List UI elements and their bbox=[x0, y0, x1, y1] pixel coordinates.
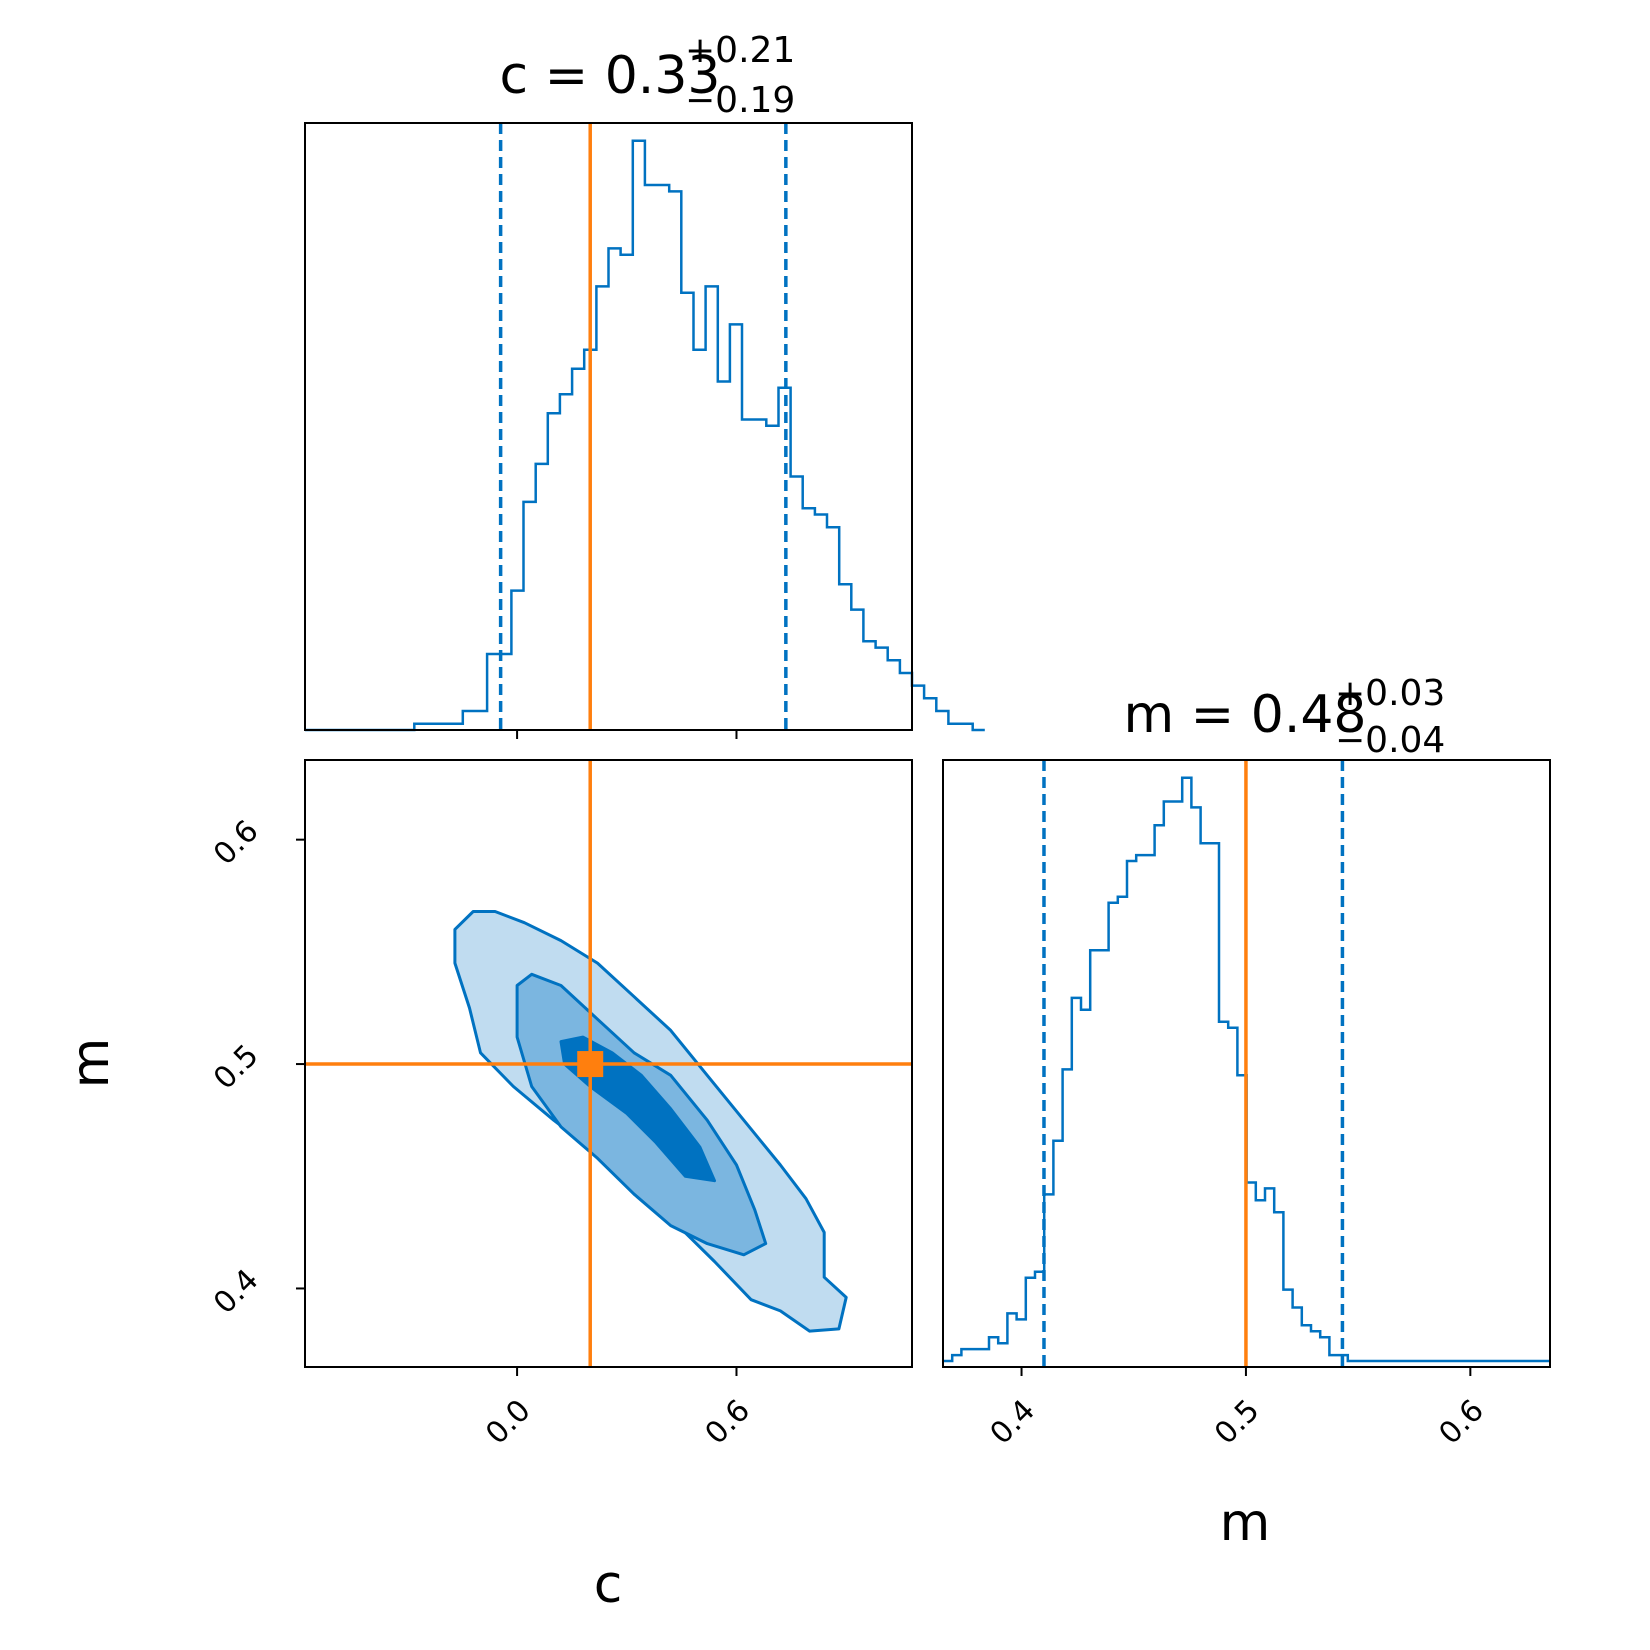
c-m-contour-panel: 0.0 0.6 0.4 0.5 0.6 c m bbox=[61, 759, 913, 1615]
c-axis-label: c bbox=[594, 1555, 623, 1615]
m-histogram-panel: 0.4 0.5 0.6 m = 0.48 +0.03 −0.04 m bbox=[942, 673, 1551, 1553]
c-histogram-panel: c = 0.33 +0.21 −0.19 bbox=[304, 30, 985, 739]
c-m-contour-marks bbox=[305, 760, 912, 1367]
c-histogram-title-plus: +0.21 bbox=[685, 30, 795, 71]
y-tick-label: 0.6 bbox=[207, 814, 265, 872]
c-histogram-marks bbox=[305, 123, 985, 739]
x-tick-label: 0.6 bbox=[1432, 1393, 1490, 1451]
m-histogram-ticks: 0.4 0.5 0.6 bbox=[984, 1367, 1491, 1452]
x-tick-label: 0.6 bbox=[699, 1393, 757, 1451]
y-tick-label: 0.5 bbox=[207, 1038, 265, 1096]
x-tick-label: 0.4 bbox=[984, 1393, 1042, 1451]
m-histogram-title: m = 0.48 bbox=[1123, 685, 1366, 745]
m-histogram-marks bbox=[943, 760, 1551, 1367]
c-histogram-title: c = 0.33 bbox=[500, 46, 721, 106]
y-tick-label: 0.4 bbox=[207, 1262, 265, 1320]
m-axis-label-bottom: m bbox=[1220, 1493, 1271, 1553]
histogram-step-line bbox=[305, 139, 985, 732]
x-tick-label: 0.5 bbox=[1208, 1393, 1266, 1451]
m-axis-label-left: m bbox=[61, 1038, 121, 1089]
m-histogram-title-minus: −0.04 bbox=[1335, 720, 1445, 761]
histogram-step-line bbox=[943, 776, 1551, 1363]
truth-marker bbox=[577, 1051, 604, 1078]
m-histogram-title-plus: +0.03 bbox=[1335, 673, 1445, 714]
c-histogram-frame bbox=[304, 122, 913, 731]
x-tick-label: 0.0 bbox=[479, 1393, 537, 1451]
c-histogram-title-minus: −0.19 bbox=[685, 80, 795, 121]
